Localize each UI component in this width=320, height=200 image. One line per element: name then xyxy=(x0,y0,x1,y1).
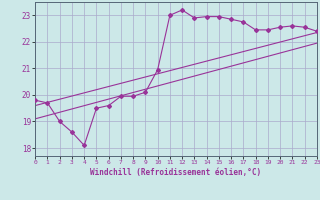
X-axis label: Windchill (Refroidissement éolien,°C): Windchill (Refroidissement éolien,°C) xyxy=(91,168,261,177)
